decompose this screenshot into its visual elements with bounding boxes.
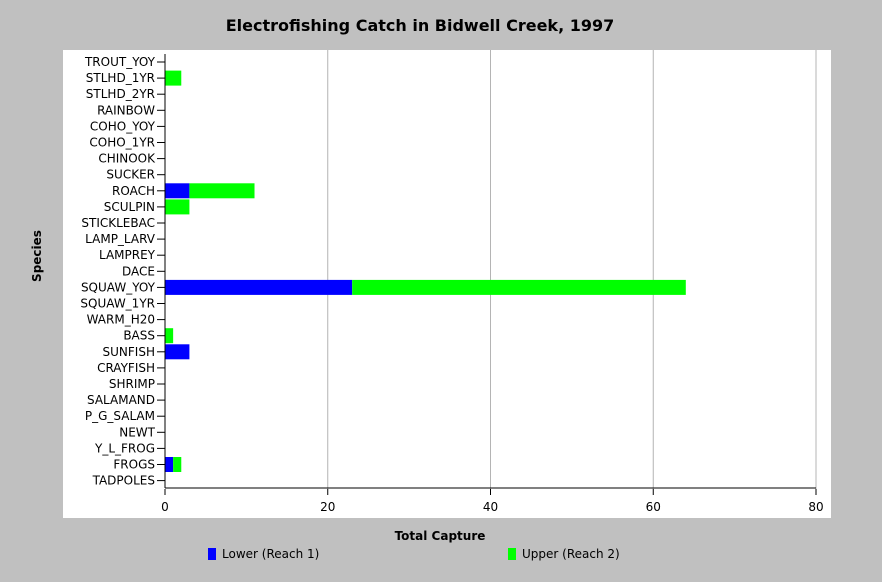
y-tick-label: SCULPIN bbox=[104, 200, 155, 214]
bar-lower bbox=[165, 344, 190, 360]
x-tick-label: 80 bbox=[808, 500, 823, 514]
y-tick-label: SALAMAND bbox=[87, 393, 155, 407]
legend-label-upper: Upper (Reach 2) bbox=[522, 547, 620, 561]
y-tick-label: STICKLEBAC bbox=[81, 216, 155, 230]
chart-title: Electrofishing Catch in Bidwell Creek, 1… bbox=[225, 16, 615, 35]
grid-layer bbox=[327, 50, 817, 489]
legend-label-lower: Lower (Reach 1) bbox=[222, 547, 320, 561]
bar-lower bbox=[165, 279, 353, 295]
y-tick-label: SQUAW_YOY bbox=[81, 280, 156, 294]
bar-upper bbox=[165, 328, 174, 344]
bar-upper bbox=[165, 199, 190, 215]
axis-layer: 0 20 40 60 80 TROUT_YOY STLHD_1YR STLHD_2YR RAIN… bbox=[80, 54, 824, 514]
y-tick-label: FROGS bbox=[113, 458, 155, 472]
y-tick-label: RAINBOW bbox=[97, 103, 155, 117]
y-tick-label: BASS bbox=[123, 329, 155, 343]
y-tick-label: DACE bbox=[122, 264, 155, 278]
y-tick-label: ROACH bbox=[112, 184, 155, 198]
y-tick-label: STLHD_1YR bbox=[86, 71, 155, 85]
bar-lower bbox=[165, 183, 190, 199]
y-tick-label: SUNFISH bbox=[103, 345, 155, 359]
legend-item-upper: Upper (Reach 2) bbox=[508, 547, 620, 561]
y-tick-label: LAMPREY bbox=[99, 248, 156, 262]
x-tick-label: 0 bbox=[161, 500, 169, 514]
y-tick-label: CHINOOK bbox=[98, 152, 156, 166]
y-tick-label: TADPOLES bbox=[92, 474, 155, 488]
bar-lower bbox=[165, 457, 174, 472]
y-tick-label: CRAYFISH bbox=[97, 361, 155, 375]
x-tick-label: 60 bbox=[646, 500, 661, 514]
bar-upper bbox=[352, 279, 686, 295]
y-tick-label: P_G_SALAM bbox=[85, 409, 155, 423]
y-tick-label: SQUAW_1YR bbox=[80, 297, 155, 311]
y-tick-label: COHO_YOY bbox=[90, 119, 156, 133]
bar-upper bbox=[173, 457, 182, 472]
legend-swatch-upper bbox=[508, 548, 516, 560]
y-tick-label: TROUT_YOY bbox=[84, 55, 156, 69]
y-tick-label: SHRIMP bbox=[109, 377, 155, 391]
bar-upper bbox=[165, 70, 182, 86]
bar-upper bbox=[189, 183, 255, 199]
y-tick-label: STLHD_2YR bbox=[86, 87, 155, 101]
x-tick-label: 40 bbox=[483, 500, 498, 514]
bar-layer bbox=[165, 70, 686, 472]
x-axis-label: Total Capture bbox=[394, 529, 486, 543]
y-tick-label: NEWT bbox=[119, 425, 155, 439]
y-tick-label: LAMP_LARV bbox=[85, 232, 156, 246]
legend-item-lower: Lower (Reach 1) bbox=[208, 547, 319, 561]
y-tick-label: Y_L_FROG bbox=[94, 441, 155, 455]
legend-swatch-lower bbox=[208, 548, 216, 560]
y-tick-label: WARM_H20 bbox=[87, 313, 155, 327]
y-tick-label: SUCKER bbox=[106, 168, 155, 182]
y-tick-label: COHO_1YR bbox=[89, 136, 155, 150]
x-tick-label: 20 bbox=[320, 500, 335, 514]
